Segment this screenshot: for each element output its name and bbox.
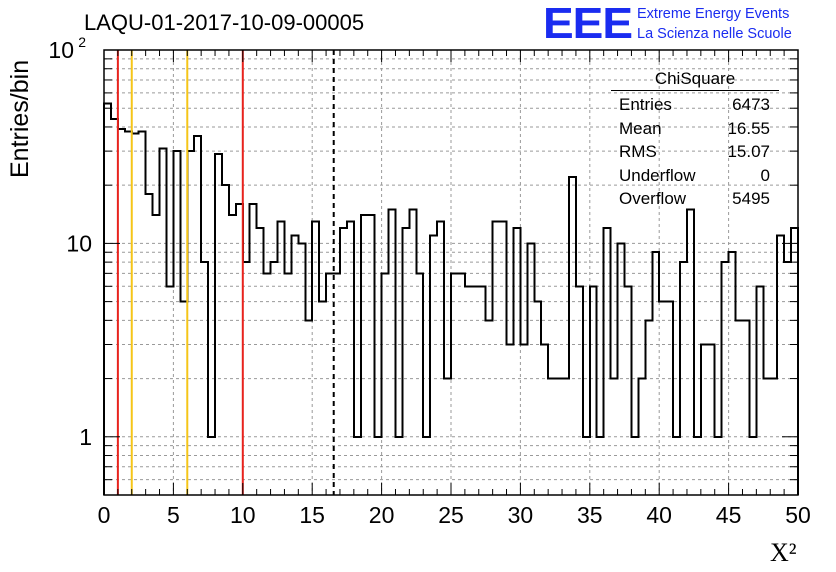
x-tick-label: 0 bbox=[98, 502, 111, 528]
stats-value: 16.55 bbox=[727, 118, 770, 138]
x-axis-label: X² bbox=[770, 538, 797, 567]
x-tick-label: 35 bbox=[577, 502, 603, 528]
stats-row-underflow: Underflow 0 bbox=[611, 164, 779, 188]
x-tick-label: 25 bbox=[438, 502, 464, 528]
x-tick-label: 50 bbox=[785, 502, 811, 528]
stats-label: Underflow bbox=[619, 165, 696, 185]
stats-row-entries: Entries 6473 bbox=[611, 93, 779, 117]
y-tick-label: 10 bbox=[48, 37, 74, 63]
histogram-series bbox=[103, 102, 799, 495]
eee-logo-text: Extreme Energy Events La Scienza nelle S… bbox=[637, 4, 792, 44]
y-tick-label: 1 bbox=[79, 424, 92, 450]
stats-label: Mean bbox=[619, 118, 662, 138]
stats-row-overflow: Overflow 5495 bbox=[611, 187, 779, 211]
y-tick-label: 10 bbox=[66, 230, 92, 256]
stats-title: ChiSquare bbox=[611, 68, 779, 91]
logo-line-2: La Scienza nelle Scuole bbox=[637, 26, 792, 42]
stats-value: 0 bbox=[760, 165, 770, 185]
x-tick-label: 20 bbox=[369, 502, 395, 528]
x-tick-label: 15 bbox=[299, 502, 325, 528]
x-tick-label: 5 bbox=[167, 502, 180, 528]
stats-label: Overflow bbox=[619, 189, 687, 208]
x-tick-label: 10 bbox=[230, 502, 256, 528]
eee-logo-mark: EEE bbox=[543, 0, 633, 48]
stats-row-mean: Mean 16.55 bbox=[611, 117, 779, 141]
y-axis-label: Entries/bin bbox=[6, 59, 34, 178]
x-tick-label: 40 bbox=[646, 502, 672, 528]
logo-line-1: Extreme Energy Events bbox=[637, 6, 790, 22]
stats-value: 6473 bbox=[732, 95, 770, 114]
stats-value: 5495 bbox=[732, 189, 770, 208]
plot-title: LAQU-01-2017-10-09-00005 bbox=[84, 10, 365, 35]
x-tick-label: 30 bbox=[508, 502, 534, 528]
stats-value: 15.07 bbox=[727, 142, 770, 161]
stats-row-rms: RMS 15.07 bbox=[611, 140, 779, 164]
stats-box: ChiSquare Entries 6473 Mean 16.55 RMS 15… bbox=[611, 68, 779, 211]
y-tick-label-exponent: 2 bbox=[78, 34, 86, 50]
x-tick-label: 45 bbox=[716, 502, 742, 528]
stats-label: RMS bbox=[619, 142, 657, 161]
stats-label: Entries bbox=[619, 95, 672, 114]
